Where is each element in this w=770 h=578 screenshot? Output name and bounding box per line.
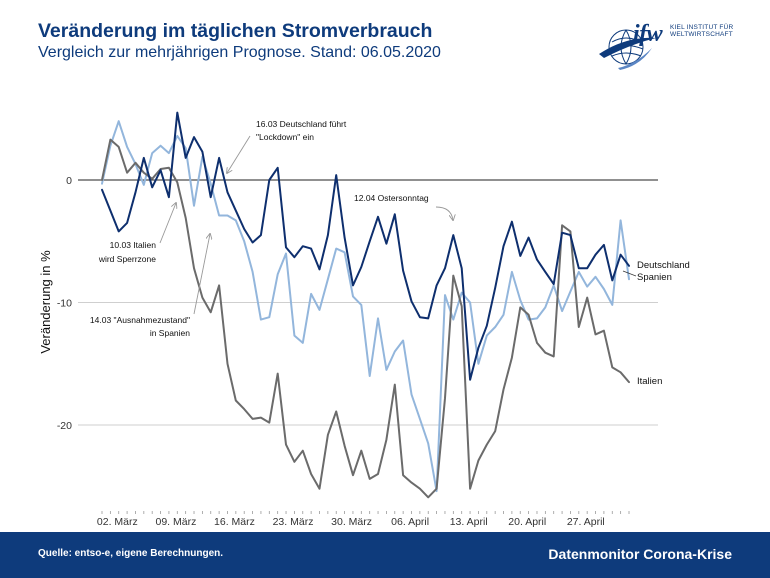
series-line-italien bbox=[101, 138, 630, 499]
annotation-text: 16.03 Deutschland führt bbox=[256, 119, 347, 129]
annotation-arrow bbox=[193, 234, 210, 315]
series-line-deutschland bbox=[101, 111, 630, 381]
x-tick-label: 27. April bbox=[567, 516, 605, 528]
ifw-globe-icon bbox=[599, 29, 656, 70]
y-tick-label: -20 bbox=[57, 420, 72, 432]
y-tick-label: 0 bbox=[66, 175, 72, 187]
logo-line-2: WELTWIRTSCHAFT bbox=[670, 31, 733, 38]
line-chart: 0 -10 -20 02. März 09. März 16. März 23. März… bbox=[38, 111, 690, 528]
annotation-arrow bbox=[227, 135, 251, 173]
x-tick-label: 02. März bbox=[97, 516, 138, 528]
annotation-text: 12.04 Ostersonntag bbox=[354, 193, 429, 203]
legend-label-deutschland: Deutschland bbox=[637, 260, 690, 271]
x-tick-label: 06. April bbox=[391, 516, 429, 528]
globe-icon bbox=[599, 29, 656, 70]
spanien-leader-line bbox=[622, 270, 637, 277]
chart-subtitle: Vergleich zur mehrjährigen Prognose. Sta… bbox=[38, 44, 441, 61]
footer-bar: Quelle: entso-e, eigene Berechnungen. Da… bbox=[0, 532, 770, 578]
y-axis-ticks: 0 -10 -20 bbox=[57, 175, 72, 432]
legend-label-italien: Italien bbox=[637, 376, 662, 387]
x-tick-label: 30. März bbox=[331, 516, 372, 528]
footer-source: Quelle: entso-e, eigene Berechnungen. bbox=[38, 548, 224, 559]
x-tick-label: 09. März bbox=[155, 516, 196, 528]
x-tick-label: 16. März bbox=[214, 516, 255, 528]
logo-institute-name: KIEL INSTITUT FÜR WELTWIRTSCHAFT bbox=[670, 24, 733, 38]
logo-mark: ifw bbox=[633, 21, 663, 47]
annotation-text: wird Sperrzone bbox=[98, 254, 156, 264]
y-tick-label: -10 bbox=[57, 298, 72, 310]
x-axis-ticks: 02. März 09. März 16. März 23. März 30. März… bbox=[97, 511, 630, 528]
x-tick-label: 20. April bbox=[508, 516, 546, 528]
logo-line-1: KIEL INSTITUT FÜR bbox=[670, 24, 734, 31]
annotation-arrow bbox=[159, 203, 176, 244]
series-line-spanien bbox=[101, 120, 630, 493]
annotation-text: 14.03 "Ausnahmezustand" bbox=[90, 315, 190, 325]
annotation-arrow bbox=[435, 206, 453, 220]
y-axis-label: Veränderung in % bbox=[38, 250, 53, 354]
x-tick-label: 23. März bbox=[273, 516, 314, 528]
footer-brand: Datenmonitor Corona-Krise bbox=[548, 546, 732, 562]
chart-title: Veränderung im täglichen Stromverbrauch bbox=[38, 20, 433, 42]
annotation-text: "Lockdown" ein bbox=[256, 132, 314, 142]
annotations: 16.03 Deutschland führt "Lockdown" ein 12.… bbox=[90, 119, 453, 338]
x-tick-label: 13. April bbox=[450, 516, 488, 528]
annotation-text: in Spanien bbox=[150, 328, 190, 338]
gridlines bbox=[78, 179, 658, 426]
legend-label-spanien: Spanien bbox=[637, 272, 672, 283]
annotation-text: 10.03 Italien bbox=[110, 240, 157, 250]
